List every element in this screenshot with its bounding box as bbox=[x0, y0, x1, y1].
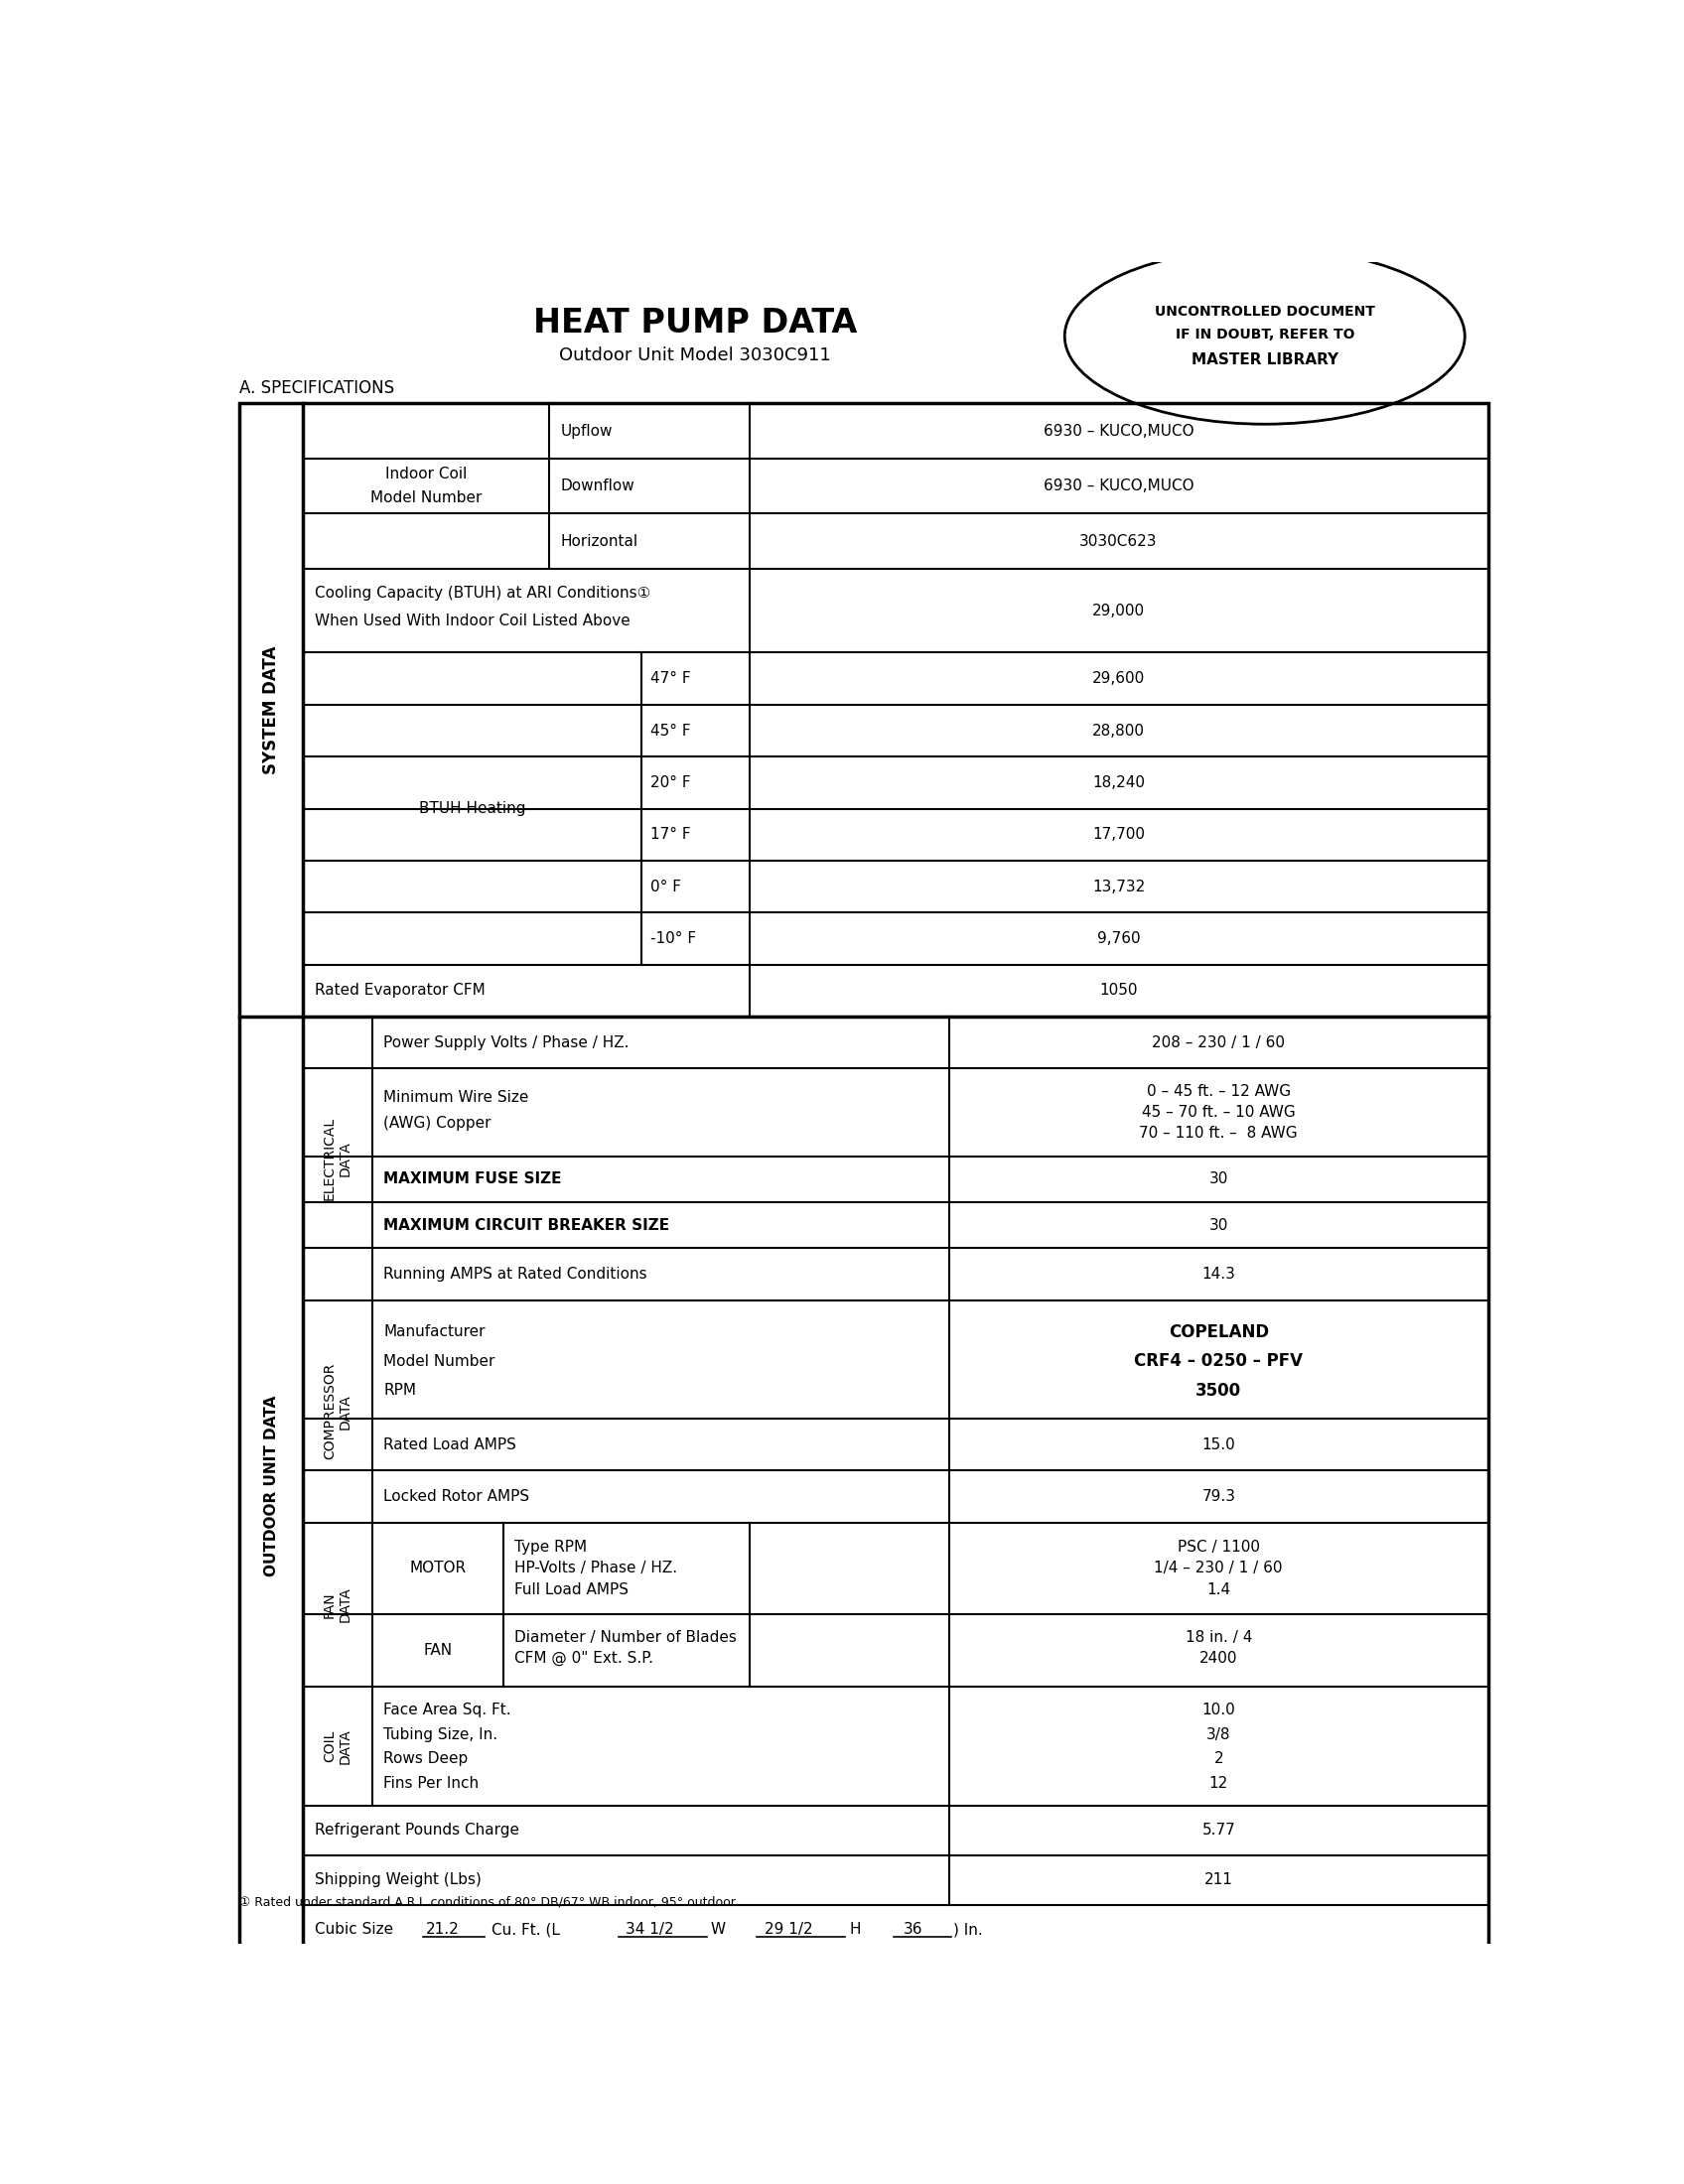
Text: MAXIMUM CIRCUIT BREAKER SIZE: MAXIMUM CIRCUIT BREAKER SIZE bbox=[384, 1219, 670, 1232]
Text: Power Supply Volts / Phase / HZ.: Power Supply Volts / Phase / HZ. bbox=[384, 1035, 630, 1051]
Text: COPELAND: COPELAND bbox=[1169, 1324, 1268, 1341]
Text: Horizontal: Horizontal bbox=[561, 533, 638, 548]
Text: 3030C623: 3030C623 bbox=[1079, 533, 1157, 548]
Text: Minimum Wire Size: Minimum Wire Size bbox=[384, 1090, 529, 1105]
Text: COMPRESSOR
DATA: COMPRESSOR DATA bbox=[322, 1363, 352, 1459]
Text: 34 1/2: 34 1/2 bbox=[626, 1922, 674, 1937]
Text: 0 – 45 ft. – 12 AWG: 0 – 45 ft. – 12 AWG bbox=[1147, 1083, 1290, 1099]
Text: Downflow: Downflow bbox=[561, 478, 635, 494]
Text: 70 – 110 ft. –  8 AWG: 70 – 110 ft. – 8 AWG bbox=[1140, 1125, 1298, 1140]
Text: Locked Rotor AMPS: Locked Rotor AMPS bbox=[384, 1489, 530, 1505]
Text: Cooling Capacity (BTUH) at ARI Conditions①: Cooling Capacity (BTUH) at ARI Condition… bbox=[315, 585, 650, 601]
Text: RPM: RPM bbox=[384, 1382, 416, 1398]
Text: 45 – 70 ft. – 10 AWG: 45 – 70 ft. – 10 AWG bbox=[1142, 1105, 1295, 1120]
Text: 0° F: 0° F bbox=[650, 880, 682, 893]
Text: Upflow: Upflow bbox=[561, 424, 613, 439]
Text: 79.3: 79.3 bbox=[1202, 1489, 1236, 1505]
Text: 2: 2 bbox=[1214, 1752, 1223, 1767]
Text: 3/8: 3/8 bbox=[1206, 1728, 1231, 1743]
Text: BTUH Heating: BTUH Heating bbox=[419, 802, 525, 817]
Text: 6930 – KUCO,MUCO: 6930 – KUCO,MUCO bbox=[1044, 424, 1194, 439]
Text: Rows Deep: Rows Deep bbox=[384, 1752, 468, 1767]
Text: SYSTEM DATA: SYSTEM DATA bbox=[263, 646, 280, 775]
Text: MOTOR: MOTOR bbox=[409, 1562, 466, 1577]
Text: 47° F: 47° F bbox=[650, 670, 690, 686]
Text: Full Load AMPS: Full Load AMPS bbox=[514, 1583, 628, 1597]
Text: FAN: FAN bbox=[423, 1642, 451, 1658]
Text: Rated Evaporator CFM: Rated Evaporator CFM bbox=[315, 983, 485, 998]
Text: When Used With Indoor Coil Listed Above: When Used With Indoor Coil Listed Above bbox=[315, 614, 630, 629]
Text: Diameter / Number of Blades: Diameter / Number of Blades bbox=[514, 1629, 738, 1645]
Text: Model Number: Model Number bbox=[370, 491, 482, 507]
Text: ELECTRICAL
DATA: ELECTRICAL DATA bbox=[322, 1116, 352, 1199]
Text: Type RPM: Type RPM bbox=[514, 1540, 588, 1555]
Text: 2400: 2400 bbox=[1199, 1651, 1238, 1666]
Text: Model Number: Model Number bbox=[384, 1354, 495, 1369]
Text: CFM @ 0" Ext. S.P.: CFM @ 0" Ext. S.P. bbox=[514, 1651, 653, 1666]
Text: UNCONTROLLED DOCUMENT: UNCONTROLLED DOCUMENT bbox=[1155, 306, 1374, 319]
Text: 14.3: 14.3 bbox=[1202, 1267, 1236, 1282]
Text: 20° F: 20° F bbox=[650, 775, 690, 791]
Text: HP-Volts / Phase / HZ.: HP-Volts / Phase / HZ. bbox=[514, 1562, 677, 1577]
Text: 29 1/2: 29 1/2 bbox=[765, 1922, 813, 1937]
Text: HEAT PUMP DATA: HEAT PUMP DATA bbox=[534, 306, 857, 339]
Text: 10.0: 10.0 bbox=[1202, 1701, 1236, 1717]
Text: 3500: 3500 bbox=[1196, 1382, 1241, 1400]
Text: 15.0: 15.0 bbox=[1202, 1437, 1236, 1452]
Text: MASTER LIBRARY: MASTER LIBRARY bbox=[1191, 352, 1339, 367]
Text: W: W bbox=[711, 1922, 726, 1937]
Text: 18 in. / 4: 18 in. / 4 bbox=[1186, 1629, 1251, 1645]
Text: 1.4: 1.4 bbox=[1207, 1583, 1231, 1597]
Text: IF IN DOUBT, REFER TO: IF IN DOUBT, REFER TO bbox=[1175, 328, 1354, 341]
Text: 30: 30 bbox=[1209, 1219, 1228, 1232]
Text: Tubing Size, In.: Tubing Size, In. bbox=[384, 1728, 498, 1743]
Text: Fins Per Inch: Fins Per Inch bbox=[384, 1776, 478, 1791]
Text: 1050: 1050 bbox=[1100, 983, 1138, 998]
Text: Rated Load AMPS: Rated Load AMPS bbox=[384, 1437, 517, 1452]
Text: Outdoor Unit Model 3030C911: Outdoor Unit Model 3030C911 bbox=[559, 347, 832, 365]
Text: 6930 – KUCO,MUCO: 6930 – KUCO,MUCO bbox=[1044, 478, 1194, 494]
Text: 13,732: 13,732 bbox=[1093, 880, 1145, 893]
Text: 45° F: 45° F bbox=[650, 723, 690, 738]
Text: FAN
DATA: FAN DATA bbox=[322, 1588, 352, 1623]
Text: -10° F: -10° F bbox=[650, 930, 697, 946]
Text: 208 – 230 / 1 / 60: 208 – 230 / 1 / 60 bbox=[1152, 1035, 1285, 1051]
Text: A. SPECIFICATIONS: A. SPECIFICATIONS bbox=[239, 380, 394, 397]
Text: COIL
DATA: COIL DATA bbox=[322, 1728, 352, 1765]
Text: Cu. Ft. (L: Cu. Ft. (L bbox=[492, 1922, 559, 1937]
Text: 17,700: 17,700 bbox=[1093, 828, 1145, 843]
Text: Face Area Sq. Ft.: Face Area Sq. Ft. bbox=[384, 1701, 512, 1717]
Text: ① Rated under standard A.R.I. conditions of 80° DB/67° WB indoor, 95° outdoor.: ① Rated under standard A.R.I. conditions… bbox=[239, 1896, 739, 1909]
Text: 1/4 – 230 / 1 / 60: 1/4 – 230 / 1 / 60 bbox=[1154, 1562, 1283, 1577]
Text: Running AMPS at Rated Conditions: Running AMPS at Rated Conditions bbox=[384, 1267, 647, 1282]
Text: 9,760: 9,760 bbox=[1096, 930, 1140, 946]
Text: Cubic Size: Cubic Size bbox=[315, 1922, 392, 1937]
Text: 28,800: 28,800 bbox=[1093, 723, 1145, 738]
Text: 17° F: 17° F bbox=[650, 828, 690, 843]
Text: 12: 12 bbox=[1209, 1776, 1228, 1791]
Text: MAXIMUM FUSE SIZE: MAXIMUM FUSE SIZE bbox=[384, 1173, 562, 1186]
Text: (AWG) Copper: (AWG) Copper bbox=[384, 1116, 492, 1131]
Text: Shipping Weight (Lbs): Shipping Weight (Lbs) bbox=[315, 1872, 482, 1887]
Text: 30: 30 bbox=[1209, 1173, 1228, 1186]
Text: CRF4 – 0250 – PFV: CRF4 – 0250 – PFV bbox=[1133, 1352, 1303, 1369]
Text: 211: 211 bbox=[1204, 1872, 1233, 1887]
Text: Indoor Coil: Indoor Coil bbox=[386, 467, 466, 480]
Text: 5.77: 5.77 bbox=[1202, 1824, 1236, 1837]
Text: OUTDOOR UNIT DATA: OUTDOOR UNIT DATA bbox=[264, 1396, 280, 1577]
Text: 18,240: 18,240 bbox=[1093, 775, 1145, 791]
Text: 29,600: 29,600 bbox=[1093, 670, 1145, 686]
Text: ) In.: ) In. bbox=[953, 1922, 983, 1937]
Text: 36: 36 bbox=[903, 1922, 923, 1937]
Text: Manufacturer: Manufacturer bbox=[384, 1326, 485, 1339]
Text: 21.2: 21.2 bbox=[426, 1922, 460, 1937]
Text: Refrigerant Pounds Charge: Refrigerant Pounds Charge bbox=[315, 1824, 519, 1837]
Text: PSC / 1100: PSC / 1100 bbox=[1177, 1540, 1260, 1555]
Text: H: H bbox=[849, 1922, 861, 1937]
Text: 29,000: 29,000 bbox=[1093, 603, 1145, 618]
